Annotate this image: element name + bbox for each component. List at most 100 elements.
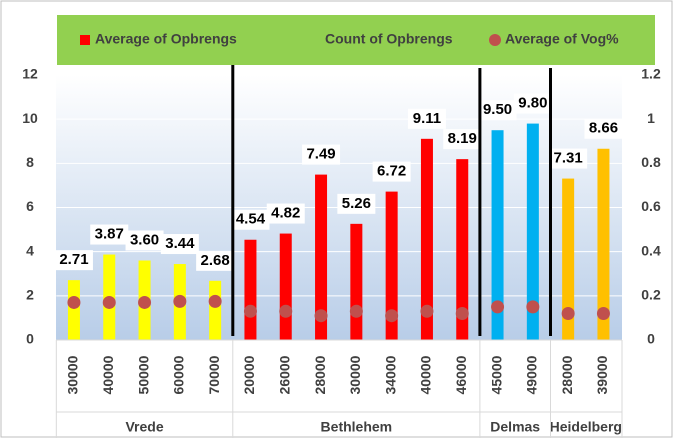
data-label: 7.31 xyxy=(554,150,583,167)
data-label: 9.50 xyxy=(483,101,512,118)
data-label-bg xyxy=(407,108,446,129)
data-label-bg xyxy=(196,250,235,271)
y-tick-label: 12 xyxy=(22,66,38,82)
dot xyxy=(208,294,222,308)
x-tick-label: 40000 xyxy=(100,355,116,394)
legend-label: Average of Vog% xyxy=(505,31,619,47)
x-tick-label: 40000 xyxy=(418,355,434,394)
bar xyxy=(597,148,610,340)
y2-tick-label: 0.4 xyxy=(641,242,661,258)
y-tick-label: 2 xyxy=(26,287,34,303)
dot xyxy=(349,304,363,318)
legend-marker xyxy=(80,35,90,45)
dot xyxy=(596,307,610,320)
x-tick-label: 50000 xyxy=(135,355,151,394)
x-tick-label: 46000 xyxy=(453,355,469,394)
bar xyxy=(67,280,80,340)
data-label: 8.19 xyxy=(448,130,477,147)
group-label: Vrede xyxy=(125,419,163,435)
bar xyxy=(562,178,575,340)
dot xyxy=(173,294,187,308)
bar xyxy=(385,191,398,340)
data-label: 4.54 xyxy=(236,211,266,228)
x-tick-label: 60000 xyxy=(171,355,187,394)
legend-box xyxy=(57,15,655,65)
data-label: 7.49 xyxy=(306,146,335,163)
dot xyxy=(491,300,505,314)
data-label: 3.44 xyxy=(165,235,195,252)
data-label: 9.80 xyxy=(518,95,547,112)
dot xyxy=(243,304,257,318)
y2-tick-label: 0.2 xyxy=(641,287,661,303)
dot xyxy=(561,307,575,320)
legend-label: Count of Opbrengs xyxy=(325,31,453,47)
bar xyxy=(209,280,222,340)
x-tick-label: 45000 xyxy=(488,355,504,394)
bar xyxy=(526,123,539,340)
data-label-bg xyxy=(54,250,93,271)
dot xyxy=(138,295,152,309)
bar xyxy=(491,130,504,340)
bar xyxy=(456,159,469,340)
group-label: Bethlehem xyxy=(321,419,393,435)
dot xyxy=(385,309,399,323)
data-label-bg xyxy=(513,93,552,114)
data-label-bg xyxy=(90,224,129,245)
data-label: 2.71 xyxy=(59,251,88,268)
x-tick-label: 20000 xyxy=(241,355,257,394)
data-label-bg xyxy=(549,148,588,169)
data-label: 5.26 xyxy=(342,195,371,212)
data-label-bg xyxy=(584,118,623,139)
data-label: 6.72 xyxy=(377,163,406,180)
data-label-bg xyxy=(372,161,411,182)
y2-tick-label: 0.6 xyxy=(641,198,661,214)
data-label-bg xyxy=(160,234,199,255)
dot xyxy=(102,295,116,309)
bar xyxy=(279,233,292,340)
dot xyxy=(526,300,540,314)
y2-tick-label: 0 xyxy=(647,331,655,347)
x-tick-label: 30000 xyxy=(65,355,81,394)
y2-tick-label: 1.2 xyxy=(641,66,661,82)
x-tick-label: 28000 xyxy=(312,355,328,394)
dot xyxy=(279,304,293,318)
data-label: 3.60 xyxy=(130,231,159,248)
dot xyxy=(67,295,81,309)
group-label: Heidelberg xyxy=(550,419,622,435)
x-tick-label: 26000 xyxy=(276,355,292,394)
data-label-bg xyxy=(231,209,270,230)
y-tick-label: 10 xyxy=(22,110,38,126)
data-label-bg xyxy=(337,193,376,214)
data-label-bg xyxy=(125,230,164,251)
bar xyxy=(244,239,257,340)
x-tick-label: 49000 xyxy=(524,355,540,394)
y-tick-label: 8 xyxy=(26,154,34,170)
data-label-bg xyxy=(302,144,341,165)
data-label: 2.68 xyxy=(201,252,230,269)
x-tick-label: 70000 xyxy=(206,355,222,394)
bar xyxy=(420,138,433,340)
data-label: 4.82 xyxy=(271,205,300,222)
data-label: 3.87 xyxy=(95,226,124,243)
y-tick-label: 6 xyxy=(26,198,34,214)
x-tick-label: 34000 xyxy=(382,355,398,394)
group-label: Delmas xyxy=(490,419,540,435)
dot xyxy=(420,304,434,318)
legend-label: Average of Opbrengs xyxy=(95,31,237,47)
bar xyxy=(350,223,363,340)
y-tick-label: 4 xyxy=(26,242,34,258)
x-tick-label: 39000 xyxy=(594,355,610,394)
data-label-bg xyxy=(478,100,517,121)
x-tick-label: 28000 xyxy=(559,355,575,394)
data-label-bg xyxy=(266,203,305,224)
legend-marker xyxy=(489,34,501,46)
bar xyxy=(315,174,328,340)
y2-tick-label: 0.8 xyxy=(641,154,661,170)
y2-tick-label: 1 xyxy=(647,110,655,126)
data-label: 9.11 xyxy=(413,110,441,127)
dot xyxy=(455,307,469,320)
y-tick-label: 0 xyxy=(26,331,34,347)
x-tick-label: 30000 xyxy=(347,355,363,394)
